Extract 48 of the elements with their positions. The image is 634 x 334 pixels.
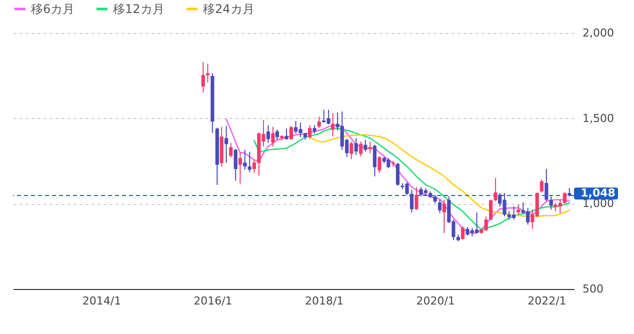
candlestick [368,141,372,154]
candlestick [317,116,321,129]
candlestick [410,189,414,213]
candlestick [308,124,312,140]
candlestick [289,126,294,140]
candlestick [442,199,446,234]
candlestick [331,112,335,137]
candlestick [414,186,418,210]
candlestick [206,63,210,83]
candlestick [540,179,544,193]
x-tick-label: 2022/1 [528,294,566,308]
x-tick-label: 2014/1 [82,294,122,308]
legend-label: 移24カ月 [203,2,254,16]
candlestick [243,149,247,170]
candlestick [474,212,479,234]
candlestick [460,226,465,240]
candlestick [284,128,288,140]
candlestick [266,124,270,144]
candlestick [372,144,377,177]
x-tick-label: 2018/1 [304,294,344,308]
y-tick-label: 2,000 [582,26,614,40]
candlestick [549,196,553,210]
candlestick [378,156,382,174]
ref-line-label: 1,048 [580,186,616,200]
y-tick-label: 500 [582,282,604,296]
x-tick-label: 2020/1 [416,294,455,308]
candlestick [494,178,498,202]
x-tick-label: 2016/1 [194,294,232,308]
candlestick [562,192,567,204]
y-tick-label: 1,500 [582,112,614,125]
candlestick [386,158,390,169]
candlestick [396,162,400,186]
candlestick [544,168,548,202]
candlestick [350,141,354,160]
candlestick [271,126,275,147]
candlestick [516,204,520,216]
line-series [226,118,570,234]
candlestick [229,142,233,158]
candlestick [489,199,493,221]
candlestick [275,128,279,140]
candlestick [359,141,363,157]
candlestick [354,138,358,156]
candlestick [224,125,228,164]
candlestick [234,148,238,182]
candlestick [438,199,442,214]
legend-label: 移12カ月 [113,2,164,16]
legend-label: 移6カ月 [31,2,75,16]
candlestick [238,152,242,184]
